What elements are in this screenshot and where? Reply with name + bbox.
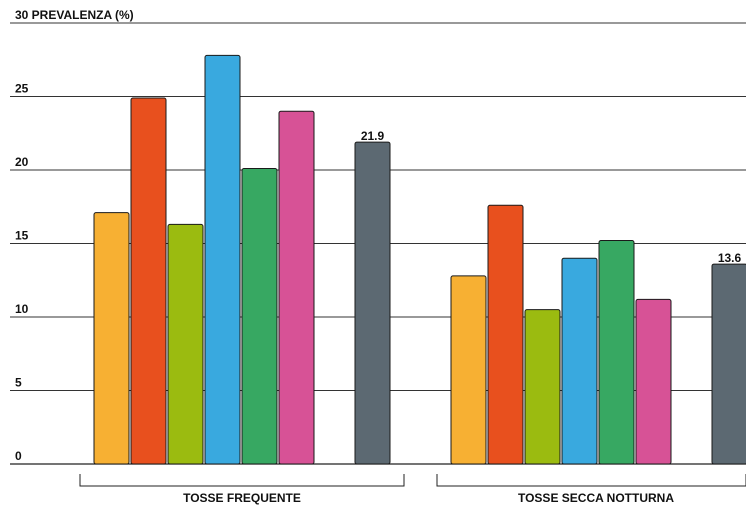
bar-1-5 [635, 298, 672, 465]
bar-1-4 [598, 240, 635, 465]
labels: 0 5 10 15 20 25 30 PREVALENZA (%) 21.9 TOSSE FRE… [15, 8, 742, 505]
bar-1-1 [487, 204, 524, 465]
bar-0-4 [241, 168, 278, 465]
category-label-0: TOSSE FREQUENTE [183, 491, 301, 505]
y-axis-title: 30 PREVALENZA (%) [15, 8, 134, 22]
tick-label-5: 5 [15, 376, 22, 390]
tick-label-15: 15 [15, 229, 29, 243]
bar-0-2 [167, 223, 204, 465]
bar-0-3 [204, 54, 241, 465]
category-label-1: TOSSE SECCA NOTTURNA [518, 491, 674, 505]
bar-1-2 [524, 309, 561, 465]
bar-0-5 [278, 110, 315, 465]
bar-1-0 [450, 275, 487, 465]
bar-0-6 [354, 141, 391, 465]
tick-label-25: 25 [15, 82, 29, 96]
bar-1-3 [561, 257, 598, 465]
data-label-1: 13.6 [718, 251, 742, 265]
bar-0-1 [130, 97, 167, 465]
data-label-0: 21.9 [361, 129, 385, 143]
tick-label-0: 0 [15, 449, 22, 463]
bars [93, 54, 746, 465]
category-bracket-0 [79, 474, 405, 487]
bar-0-0 [93, 212, 130, 465]
tick-label-20: 20 [15, 155, 29, 169]
category-bracket-1 [436, 474, 746, 487]
tick-label-10: 10 [15, 302, 29, 316]
bar-1-6 [711, 263, 746, 465]
